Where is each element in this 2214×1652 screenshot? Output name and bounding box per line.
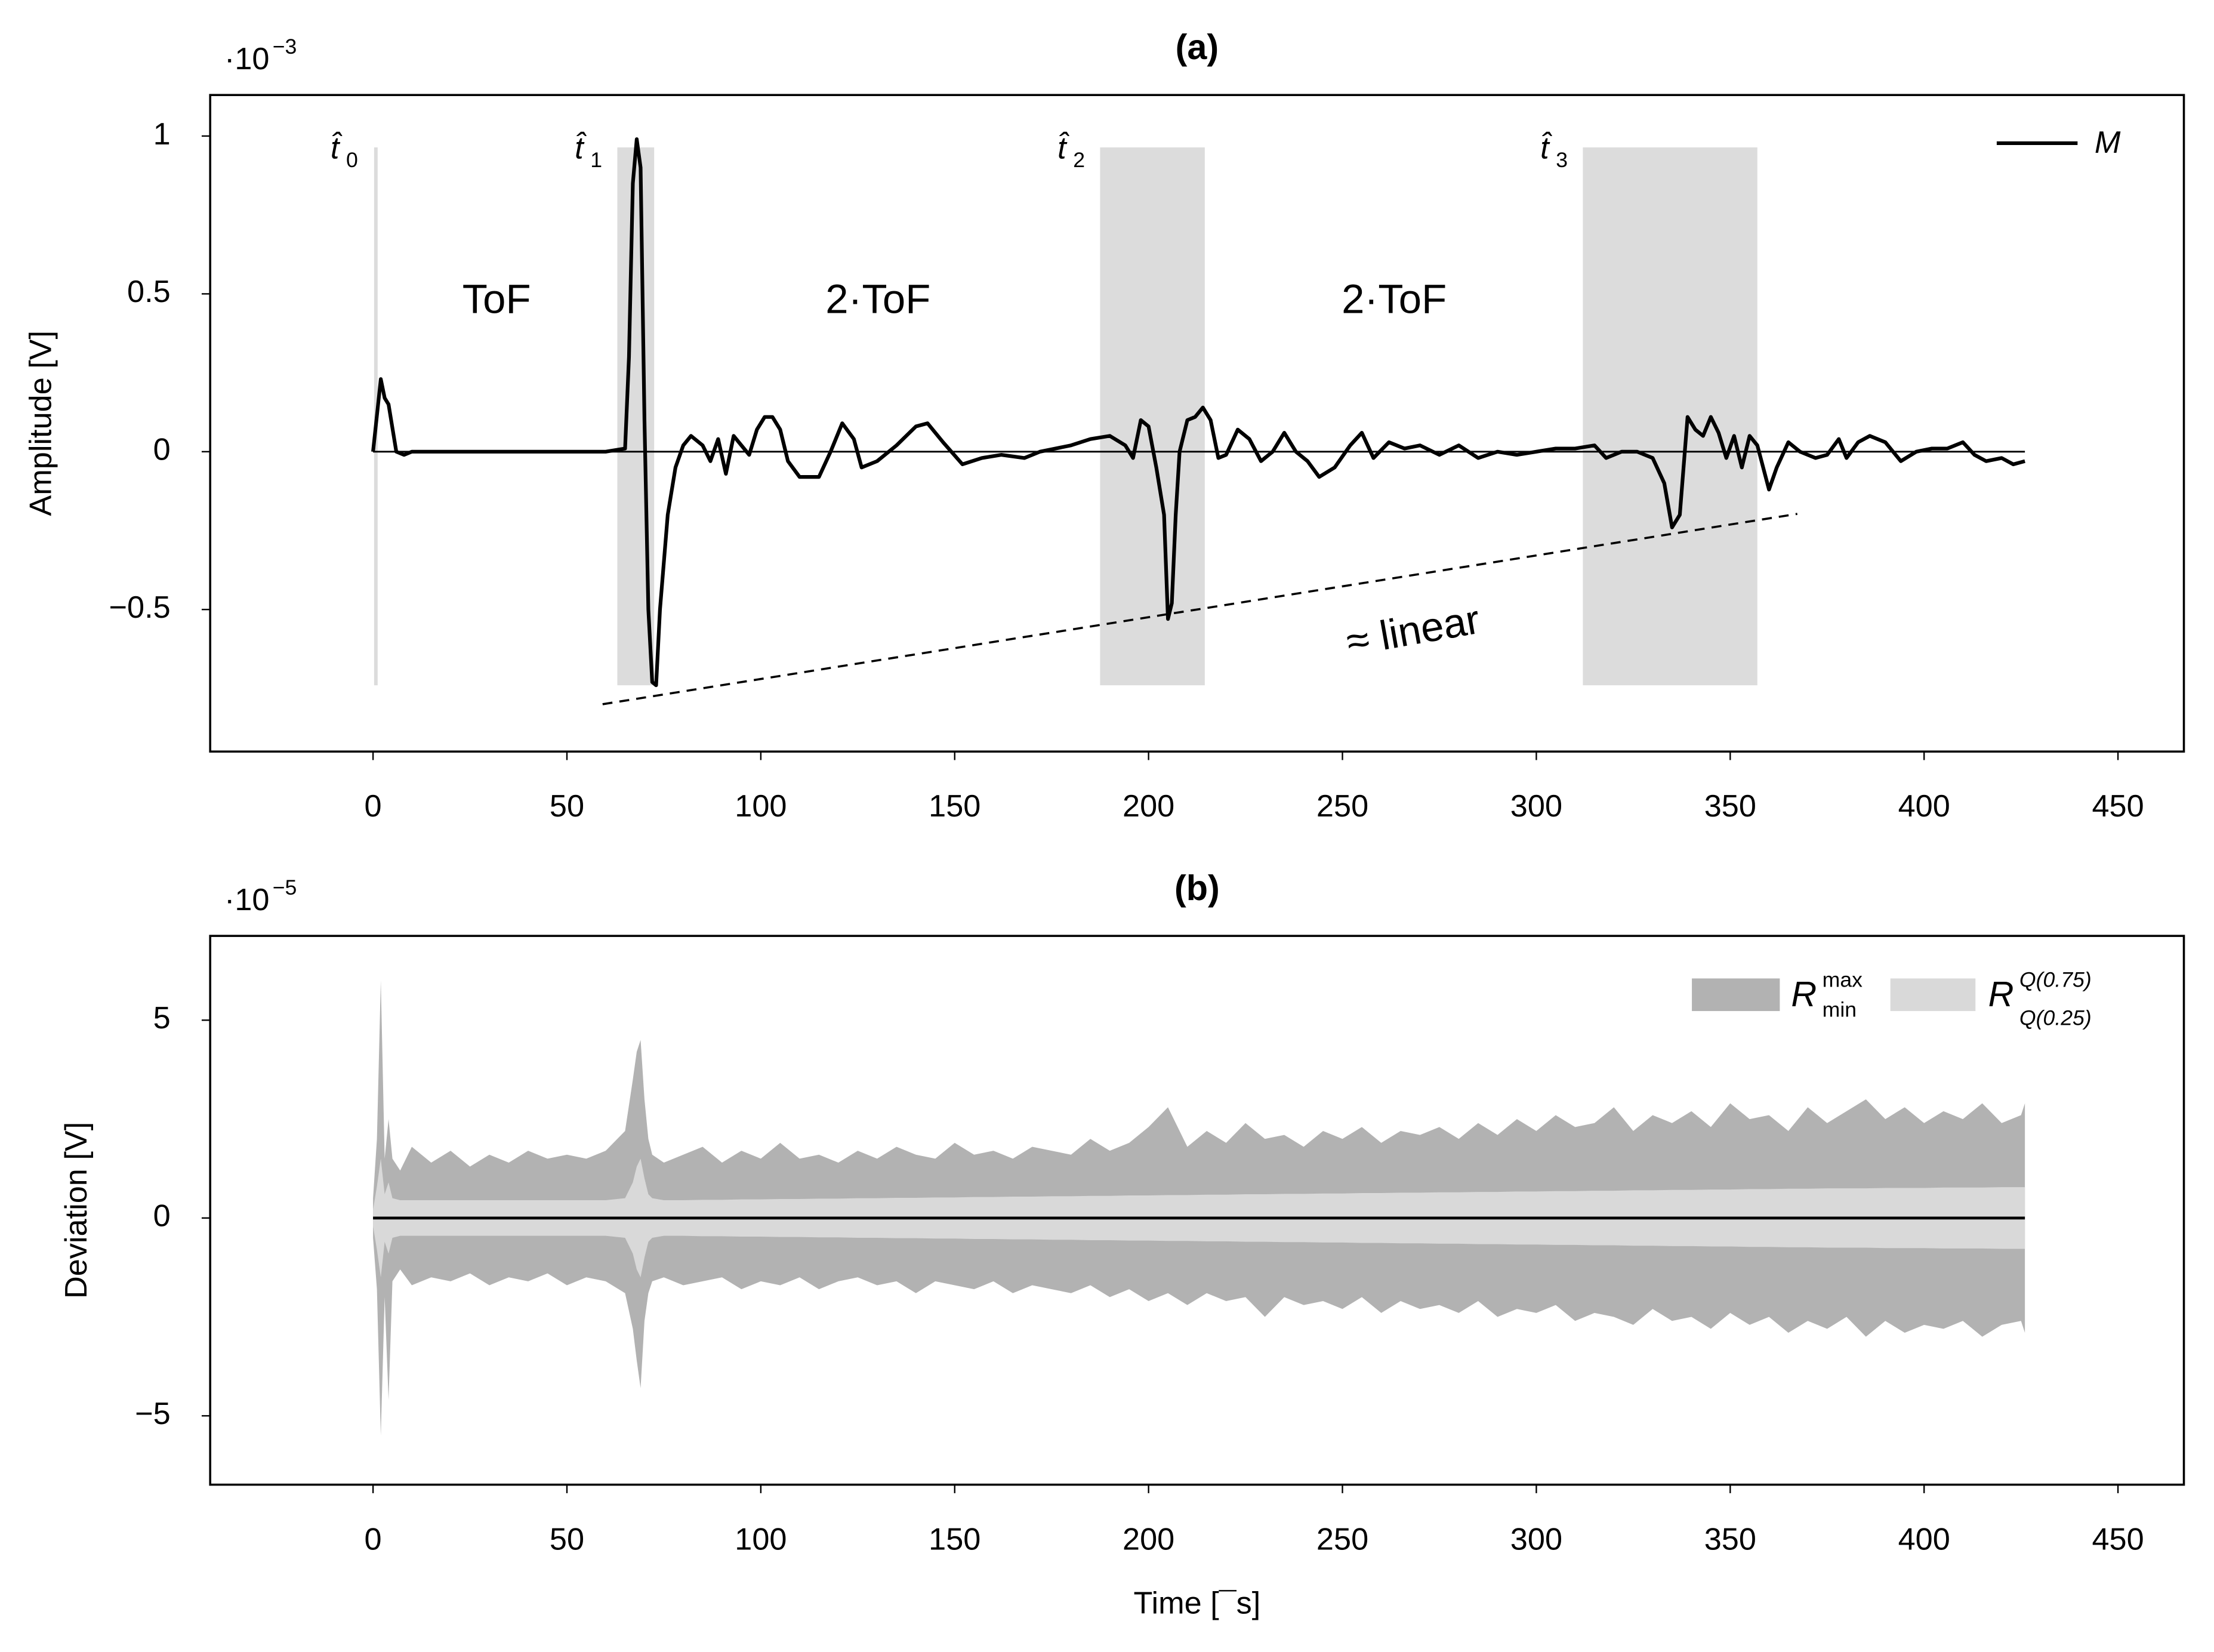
legend-sub: min — [1823, 997, 1857, 1021]
x-tick-label: 400 — [1898, 1522, 1950, 1557]
marker-label-sub: 1 — [590, 148, 602, 172]
plot-frame — [209, 935, 2185, 1486]
y-tick-label: 0.5 — [127, 275, 171, 309]
x-tick-label: 50 — [550, 1522, 584, 1557]
marker-label-sub: 3 — [1556, 148, 1568, 172]
x-tick-label: 250 — [1316, 789, 1368, 824]
x-tick-label: 350 — [1704, 789, 1756, 824]
x-tick-label: 150 — [929, 789, 980, 824]
y-multiplier-exponent: −5 — [273, 876, 297, 899]
trend-label: ≈ linear — [1343, 596, 1483, 665]
marker-label: t̂ — [1057, 131, 1069, 165]
x-tick-label: 200 — [1123, 789, 1174, 824]
x-tick-label: 350 — [1704, 1522, 1756, 1557]
segment-label: 2·ToF — [825, 276, 930, 322]
y-multiplier-exponent: −3 — [273, 35, 297, 58]
highlight-region — [1583, 147, 1757, 686]
marker-label: t̂ — [331, 131, 343, 165]
x-tick-label: 300 — [1510, 1522, 1562, 1557]
legend-label: M — [2095, 125, 2121, 160]
x-tick-label: 450 — [2092, 1522, 2144, 1557]
marker-label: t̂ — [575, 131, 587, 165]
y-multiplier: ·10 — [224, 883, 270, 917]
marker-label-sub: 0 — [346, 148, 358, 172]
plot-frame — [209, 94, 2185, 753]
trend-line — [602, 513, 1798, 705]
x-tick-label: 200 — [1123, 1522, 1174, 1557]
highlight-region — [1100, 147, 1205, 686]
legend-sup: max — [1823, 968, 1863, 992]
y-axis-label: Deviation [V] — [59, 1122, 94, 1299]
x-tick-label: 150 — [929, 1522, 980, 1557]
x-tick-label: 0 — [365, 1522, 382, 1557]
x-tick-label: 400 — [1898, 789, 1950, 824]
legend-label: R — [1988, 974, 2014, 1014]
y-multiplier: ·10 — [224, 42, 270, 76]
x-tick-label: 50 — [550, 789, 584, 824]
y-tick-label: 5 — [153, 1001, 171, 1035]
chart-title: (a) — [1176, 27, 1219, 67]
y-tick-label: 0 — [153, 1199, 171, 1234]
x-tick-label: 100 — [735, 789, 787, 824]
segment-label: 2·ToF — [1342, 276, 1447, 322]
y-tick-label: 0 — [153, 433, 171, 467]
x-tick-label: 100 — [735, 1522, 787, 1557]
segment-label: ToF — [462, 276, 531, 322]
y-tick-label: −0.5 — [109, 590, 170, 625]
legend-swatch — [1890, 978, 1976, 1012]
y-tick-label: −5 — [135, 1397, 171, 1431]
marker-label: t̂ — [1540, 131, 1552, 165]
data-line — [371, 137, 2025, 688]
x-tick-label: 450 — [2092, 789, 2144, 824]
x-tick-label: 250 — [1316, 1522, 1368, 1557]
legend-swatch — [1692, 978, 1780, 1012]
y-tick-label: 1 — [153, 117, 171, 152]
legend-label: R — [1791, 974, 1817, 1014]
chart-title: (b) — [1174, 868, 1220, 908]
y-axis-label: Amplitude [V] — [24, 331, 58, 516]
legend-sub: Q(0.25) — [2019, 1006, 2092, 1030]
x-tick-label: 0 — [365, 789, 382, 824]
legend-sup: Q(0.75) — [2019, 968, 2092, 992]
x-tick-label: 300 — [1510, 789, 1562, 824]
marker-label-sub: 2 — [1073, 148, 1085, 172]
x-axis-label: Time [¯s] — [1133, 1586, 1260, 1620]
